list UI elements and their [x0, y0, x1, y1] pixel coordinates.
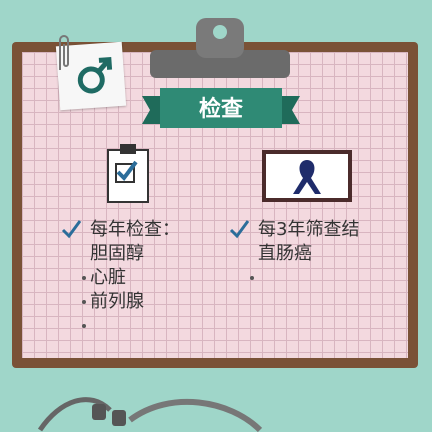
bullet-icon [250, 276, 254, 280]
list-item-text: 每3年筛查结 [258, 219, 360, 240]
bullet-icon [82, 324, 86, 328]
list-item: 每年检查： [60, 218, 210, 242]
bullet-icon [82, 300, 86, 304]
left-checklist: 每年检查： 胆固醇 心脏 前列腺 [60, 218, 210, 328]
banner-title: 检查 [198, 97, 243, 122]
list-item-text: 直肠癌 [258, 243, 312, 264]
list-item: 心脏 [60, 266, 210, 290]
list-item-text: 心脏 [90, 267, 126, 288]
sticky-note [55, 41, 127, 111]
list-item: 胆固醇 [60, 242, 210, 266]
bullet-icon [82, 276, 86, 280]
list-item: 前列腺 [60, 290, 210, 314]
checklist-icon [107, 144, 149, 203]
list-item-text: 每年检查： [90, 219, 180, 240]
stethoscope-icon [37, 397, 263, 432]
list-item: 每3年筛查结 [228, 218, 408, 242]
check-icon [61, 220, 82, 239]
check-icon [229, 220, 250, 239]
list-item-text: 前列腺 [90, 291, 144, 312]
list-item: 直肠癌 [228, 242, 408, 266]
title-banner [142, 88, 300, 128]
cancer-ribbon-icon [262, 150, 352, 202]
list-item-text: 胆固醇 [90, 243, 144, 264]
paperclip-icon [59, 35, 69, 70]
right-checklist: 每3年筛查结 直肠癌 [228, 218, 408, 280]
clipboard-clip-icon [150, 18, 290, 78]
male-symbol-icon [77, 57, 113, 94]
